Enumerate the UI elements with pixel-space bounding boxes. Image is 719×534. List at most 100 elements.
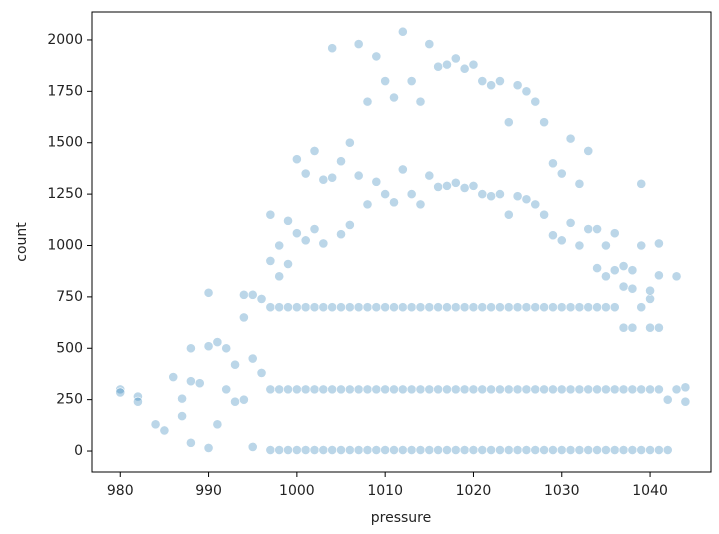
point bbox=[627, 322, 638, 333]
point bbox=[548, 158, 558, 169]
point bbox=[539, 209, 550, 220]
point bbox=[662, 445, 673, 455]
point bbox=[406, 76, 417, 86]
point bbox=[503, 209, 514, 220]
point bbox=[468, 384, 479, 395]
point bbox=[371, 445, 382, 455]
point bbox=[327, 302, 338, 313]
y-tick-label: 500 bbox=[56, 340, 83, 356]
point bbox=[601, 271, 611, 282]
point bbox=[300, 302, 311, 313]
point bbox=[115, 384, 126, 395]
point bbox=[592, 302, 602, 313]
point bbox=[565, 445, 576, 455]
point bbox=[406, 384, 417, 395]
point bbox=[495, 76, 505, 86]
point bbox=[583, 146, 594, 156]
point bbox=[486, 384, 497, 395]
point bbox=[309, 224, 320, 234]
point bbox=[371, 384, 382, 395]
point bbox=[291, 384, 302, 395]
point bbox=[521, 384, 532, 395]
x-tick-label: 1010 bbox=[367, 483, 403, 499]
point bbox=[371, 302, 382, 313]
x-axis-label: pressure bbox=[371, 510, 431, 526]
point bbox=[265, 445, 276, 455]
point bbox=[336, 384, 346, 395]
point bbox=[283, 215, 293, 226]
point bbox=[327, 445, 338, 455]
point bbox=[503, 302, 514, 313]
x-tick-label: 1040 bbox=[632, 483, 668, 499]
point bbox=[247, 442, 258, 452]
point bbox=[415, 199, 426, 210]
x-tick-label: 1020 bbox=[456, 483, 492, 499]
point bbox=[318, 302, 329, 313]
point bbox=[565, 302, 576, 313]
point bbox=[300, 445, 311, 455]
point bbox=[556, 168, 567, 179]
point bbox=[406, 445, 417, 455]
point bbox=[371, 176, 382, 187]
point bbox=[618, 281, 629, 292]
point bbox=[680, 396, 691, 407]
point bbox=[636, 445, 647, 455]
point bbox=[548, 302, 558, 313]
point bbox=[397, 26, 408, 37]
point bbox=[556, 235, 567, 246]
point bbox=[247, 289, 258, 300]
point bbox=[601, 445, 611, 455]
x-tick-label: 1030 bbox=[544, 483, 580, 499]
point bbox=[512, 80, 523, 91]
point bbox=[503, 445, 514, 455]
point bbox=[486, 302, 497, 313]
point bbox=[512, 445, 523, 455]
point bbox=[397, 445, 408, 455]
point bbox=[645, 384, 655, 395]
point bbox=[265, 209, 276, 220]
point bbox=[353, 170, 364, 181]
point bbox=[548, 230, 558, 241]
point bbox=[618, 445, 629, 455]
point bbox=[283, 302, 293, 313]
point bbox=[274, 445, 285, 455]
point bbox=[177, 393, 187, 404]
point bbox=[609, 445, 620, 455]
point bbox=[415, 384, 426, 395]
point bbox=[336, 229, 346, 240]
point bbox=[592, 445, 602, 455]
point bbox=[601, 302, 611, 313]
point bbox=[238, 394, 249, 405]
point bbox=[133, 391, 143, 402]
point bbox=[477, 76, 488, 86]
point bbox=[671, 384, 682, 395]
point bbox=[574, 302, 585, 313]
point bbox=[654, 270, 664, 281]
point bbox=[415, 445, 426, 455]
point bbox=[415, 96, 426, 107]
point bbox=[300, 384, 311, 395]
point bbox=[486, 80, 497, 91]
point bbox=[477, 189, 488, 200]
point bbox=[627, 265, 638, 276]
point bbox=[318, 384, 329, 395]
point bbox=[362, 384, 373, 395]
point bbox=[344, 302, 355, 313]
point bbox=[565, 133, 576, 144]
point bbox=[397, 384, 408, 395]
point bbox=[512, 191, 523, 202]
point bbox=[336, 445, 346, 455]
point bbox=[389, 197, 399, 208]
point bbox=[530, 445, 541, 455]
point bbox=[327, 384, 338, 395]
point bbox=[636, 384, 647, 395]
point bbox=[327, 172, 338, 183]
point bbox=[627, 445, 638, 455]
point bbox=[362, 199, 373, 210]
point bbox=[168, 372, 179, 382]
point bbox=[539, 445, 550, 455]
point bbox=[680, 382, 691, 393]
point bbox=[645, 445, 655, 455]
point bbox=[291, 154, 302, 165]
point bbox=[521, 302, 532, 313]
